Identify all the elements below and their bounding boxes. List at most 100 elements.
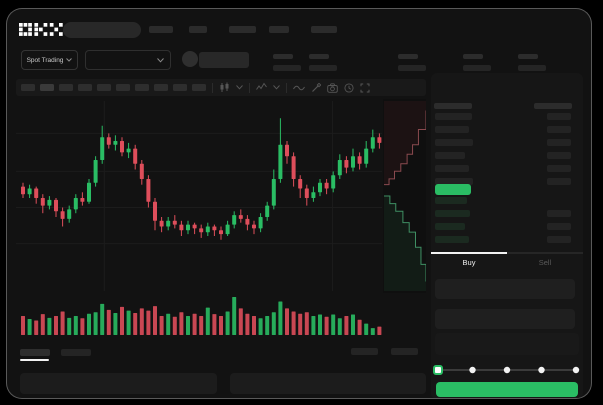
amount-slider[interactable] <box>431 363 583 377</box>
nav-item-4[interactable] <box>269 26 289 33</box>
slider-stop[interactable] <box>469 366 476 374</box>
nav-item-1[interactable] <box>149 26 173 33</box>
stat-3-label <box>398 54 418 59</box>
bid-amount-skeleton <box>547 236 571 243</box>
history-icon[interactable] <box>344 82 354 93</box>
stat-2-value <box>309 65 337 71</box>
orderbook-bid-row[interactable] <box>431 223 583 230</box>
camera-icon[interactable] <box>327 82 338 93</box>
ask-amount-skeleton <box>547 152 571 159</box>
orderbook-price-header <box>434 103 472 109</box>
slider-stop[interactable] <box>572 366 580 374</box>
slider-stop[interactable] <box>503 366 511 374</box>
interval-button-5[interactable] <box>97 84 111 91</box>
chart-footer-button[interactable] <box>391 348 418 355</box>
bid-amount-skeleton <box>547 223 571 230</box>
nav-item-2[interactable] <box>189 26 207 33</box>
price-chart[interactable] <box>16 99 426 339</box>
tab-buy[interactable]: Buy <box>431 252 507 270</box>
buy-submit-button[interactable] <box>436 382 578 397</box>
ask-price-skeleton <box>435 178 473 185</box>
divider <box>286 82 287 93</box>
divider <box>249 82 250 93</box>
indicators-icon[interactable] <box>256 82 267 93</box>
app-window: Spot Trading <box>6 8 592 399</box>
interval-button-10[interactable] <box>192 84 206 91</box>
ask-amount-skeleton <box>547 165 571 172</box>
ask-price-skeleton <box>435 126 469 133</box>
trade-field-1[interactable] <box>435 279 575 299</box>
stat-2-label <box>309 54 329 59</box>
interval-button-8[interactable] <box>154 84 168 91</box>
slider-stop[interactable] <box>538 366 545 374</box>
orderbook-ask-row[interactable] <box>431 152 583 159</box>
orderbook-ask-row[interactable] <box>431 113 583 120</box>
tab-sell-label: Sell <box>538 257 552 267</box>
trade-info-area <box>435 333 579 355</box>
trade-side-tabs: Buy Sell <box>431 252 583 270</box>
orders-panel-skeleton <box>20 373 217 394</box>
bid-price-skeleton <box>435 236 469 243</box>
market-type-dropdown[interactable]: Spot Trading <box>21 50 78 70</box>
pair-dropdown[interactable] <box>85 50 171 70</box>
okx-logo[interactable] <box>19 23 63 36</box>
interval-button-1[interactable] <box>21 84 35 91</box>
chart-footer-button[interactable] <box>351 348 378 355</box>
last-price-badge <box>435 184 471 195</box>
orderbook-bid-row[interactable] <box>431 210 583 217</box>
draw-icon[interactable] <box>311 82 321 93</box>
search-input[interactable] <box>63 22 141 38</box>
nav-item-3[interactable] <box>229 26 256 33</box>
interval-button-6[interactable] <box>116 84 130 91</box>
trade-field-2[interactable] <box>435 309 575 329</box>
orders-panel-skeleton <box>230 373 426 394</box>
ask-amount-skeleton <box>547 126 571 133</box>
stat-4-label <box>463 54 483 59</box>
interval-button-4[interactable] <box>78 84 92 91</box>
orderbook-panel: Buy Sell <box>431 73 583 398</box>
nav-item-5[interactable] <box>311 26 337 33</box>
stat-1-value <box>273 65 301 71</box>
chevron-down-icon[interactable] <box>236 85 243 90</box>
bid-amount-skeleton <box>547 210 571 217</box>
slider-handle[interactable] <box>433 365 443 375</box>
ask-price-skeleton <box>435 152 465 159</box>
market-type-label: Spot Trading <box>26 56 64 64</box>
stat-3-value <box>398 65 426 71</box>
coin-icon <box>182 51 198 67</box>
fullscreen-icon[interactable] <box>360 83 370 93</box>
tab-sell[interactable]: Sell <box>507 252 583 270</box>
chevron-down-icon <box>157 57 164 63</box>
bottom-tab[interactable] <box>61 349 91 356</box>
ask-price-skeleton <box>435 113 472 120</box>
divider <box>212 82 213 93</box>
stat-4-value <box>463 65 491 71</box>
orderbook-bid-row[interactable] <box>431 236 583 243</box>
orderbook-ask-row[interactable] <box>431 165 583 172</box>
ask-price-skeleton <box>435 165 469 172</box>
bid-price-skeleton <box>435 223 465 230</box>
interval-button-7[interactable] <box>135 84 149 91</box>
orderbook-amount-header <box>534 103 572 109</box>
orderbook-ask-row[interactable] <box>431 126 583 133</box>
chevron-down-icon <box>66 58 73 62</box>
stat-1-label <box>273 54 293 59</box>
line-tool-icon[interactable] <box>293 84 305 92</box>
tab-buy-label: Buy <box>462 257 476 267</box>
bottom-tab-indicator <box>20 359 49 361</box>
bottom-tab-active[interactable] <box>20 349 50 356</box>
chevron-down-icon[interactable] <box>273 85 280 90</box>
interval-button-2[interactable] <box>40 84 54 91</box>
candle-style-icon[interactable] <box>219 82 230 93</box>
ask-amount-skeleton <box>547 178 571 185</box>
orderbook-ask-row[interactable] <box>431 139 583 146</box>
orderbook-ask-row[interactable] <box>431 178 583 185</box>
interval-button-9[interactable] <box>173 84 187 91</box>
pair-name-skeleton[interactable] <box>199 52 249 68</box>
ask-amount-skeleton <box>547 139 571 146</box>
interval-button-3[interactable] <box>59 84 73 91</box>
orderbook-bid-row[interactable] <box>431 197 583 204</box>
ask-price-skeleton <box>435 139 473 146</box>
ask-amount-skeleton <box>547 113 571 120</box>
bid-price-skeleton <box>435 210 470 217</box>
